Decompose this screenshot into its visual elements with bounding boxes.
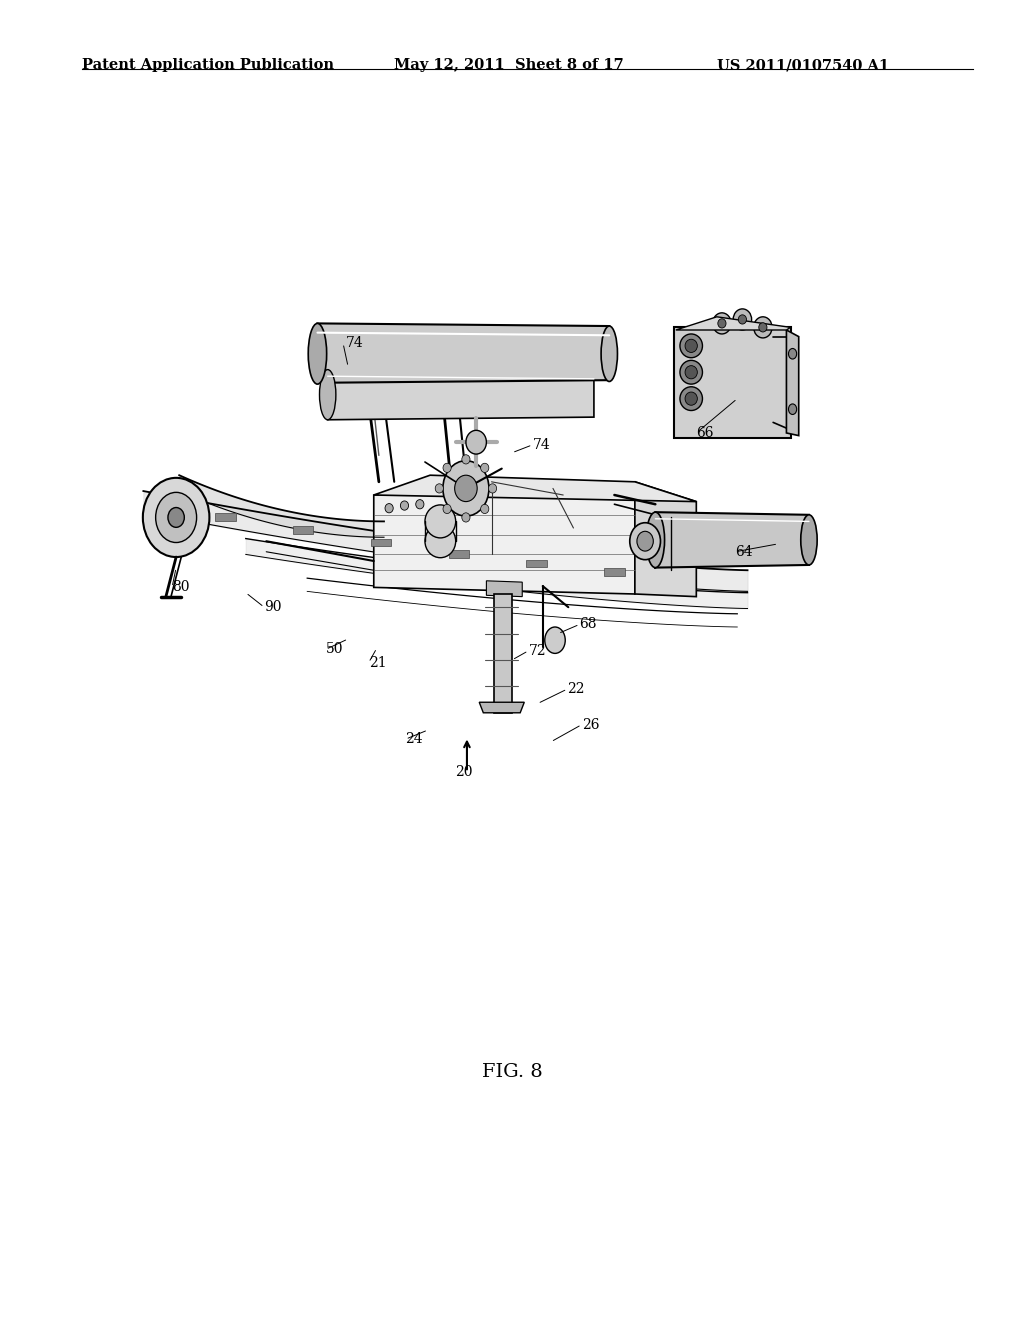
Polygon shape	[486, 581, 522, 597]
Ellipse shape	[442, 461, 489, 516]
Polygon shape	[655, 512, 809, 568]
Ellipse shape	[462, 454, 470, 465]
Ellipse shape	[788, 348, 797, 359]
Ellipse shape	[733, 309, 752, 330]
Ellipse shape	[630, 523, 660, 560]
Ellipse shape	[416, 500, 424, 510]
Text: 64: 64	[735, 545, 753, 558]
Ellipse shape	[646, 512, 665, 568]
Text: 20: 20	[455, 766, 473, 779]
Text: 24: 24	[406, 733, 423, 746]
Ellipse shape	[466, 430, 486, 454]
Ellipse shape	[462, 513, 470, 523]
Ellipse shape	[480, 504, 488, 513]
Polygon shape	[786, 330, 799, 436]
Ellipse shape	[156, 492, 197, 543]
Polygon shape	[635, 482, 696, 597]
Ellipse shape	[680, 387, 702, 411]
Ellipse shape	[754, 317, 772, 338]
Ellipse shape	[801, 515, 817, 565]
Ellipse shape	[425, 504, 456, 539]
Text: 26: 26	[582, 718, 599, 731]
Bar	[293, 527, 313, 535]
FancyBboxPatch shape	[674, 327, 791, 438]
Polygon shape	[328, 370, 594, 420]
Ellipse shape	[788, 404, 797, 414]
Text: FIG. 8: FIG. 8	[481, 1063, 543, 1081]
Ellipse shape	[759, 322, 767, 333]
Ellipse shape	[455, 475, 477, 502]
Ellipse shape	[443, 463, 452, 473]
Polygon shape	[317, 323, 609, 383]
Ellipse shape	[142, 478, 210, 557]
Ellipse shape	[488, 483, 497, 492]
Ellipse shape	[400, 502, 409, 511]
Text: 50: 50	[326, 643, 343, 656]
Polygon shape	[479, 702, 524, 713]
Text: 66: 66	[696, 426, 714, 440]
Ellipse shape	[601, 326, 617, 381]
Ellipse shape	[319, 370, 336, 420]
Text: Patent Application Publication: Patent Application Publication	[82, 58, 334, 73]
Text: 74: 74	[532, 438, 550, 451]
Polygon shape	[374, 475, 696, 502]
Ellipse shape	[425, 525, 456, 557]
Bar	[494, 594, 512, 713]
Polygon shape	[676, 317, 791, 330]
Ellipse shape	[308, 323, 327, 384]
Text: 80: 80	[172, 581, 189, 594]
Ellipse shape	[680, 334, 702, 358]
Ellipse shape	[718, 318, 726, 327]
Text: 68: 68	[580, 618, 597, 631]
Ellipse shape	[168, 508, 184, 528]
Ellipse shape	[385, 504, 393, 513]
Ellipse shape	[435, 483, 443, 492]
Ellipse shape	[443, 504, 452, 513]
Ellipse shape	[545, 627, 565, 653]
Ellipse shape	[637, 532, 653, 552]
Ellipse shape	[685, 339, 697, 352]
Ellipse shape	[480, 463, 488, 473]
Text: 72: 72	[528, 644, 546, 657]
Text: 90: 90	[264, 601, 282, 614]
Ellipse shape	[685, 366, 697, 379]
Bar	[449, 549, 469, 557]
Text: 22: 22	[567, 682, 585, 696]
Ellipse shape	[713, 313, 731, 334]
Polygon shape	[374, 482, 635, 594]
Ellipse shape	[680, 360, 702, 384]
Text: 74: 74	[346, 337, 364, 350]
Ellipse shape	[685, 392, 697, 405]
Bar	[526, 560, 547, 568]
Bar	[215, 512, 236, 520]
Text: 21: 21	[369, 656, 386, 669]
Text: May 12, 2011  Sheet 8 of 17: May 12, 2011 Sheet 8 of 17	[394, 58, 624, 73]
Ellipse shape	[738, 314, 746, 323]
Bar	[371, 539, 391, 546]
Text: US 2011/0107540 A1: US 2011/0107540 A1	[717, 58, 889, 73]
Bar	[604, 568, 625, 576]
